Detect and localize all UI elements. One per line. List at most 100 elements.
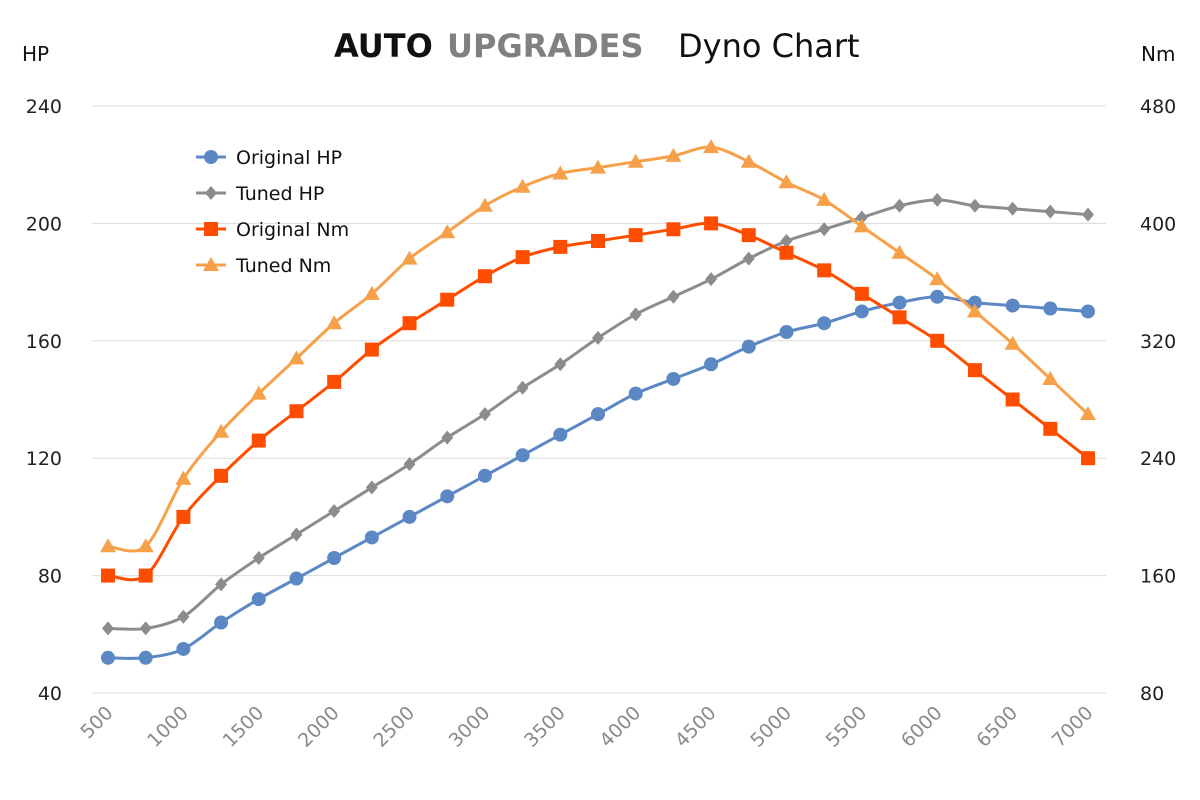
data-point — [741, 339, 756, 354]
data-point — [515, 250, 530, 265]
left-tick-label: 80 — [38, 566, 62, 588]
data-point — [967, 363, 982, 378]
legend-item: Tuned Nm — [196, 255, 331, 277]
data-point — [553, 427, 568, 442]
data-point — [100, 538, 116, 553]
x-tick-label: 6500 — [972, 702, 1022, 752]
title-text: Dyno Chart — [678, 27, 860, 65]
data-point — [251, 592, 266, 607]
data-point — [816, 191, 833, 206]
left-tick-label: 160 — [26, 331, 62, 353]
data-point — [704, 216, 719, 231]
data-point — [289, 404, 304, 419]
data-point — [554, 357, 567, 372]
data-point — [441, 430, 454, 445]
data-point — [515, 448, 530, 463]
data-point — [742, 251, 755, 266]
series-original-nm — [101, 216, 1095, 583]
data-point — [1004, 335, 1021, 350]
x-tick-label: 7000 — [1048, 702, 1098, 752]
data-point — [439, 224, 456, 239]
data-point — [665, 147, 682, 162]
data-point — [892, 310, 907, 325]
data-point — [214, 615, 229, 630]
left-axis-ticks: 240 200 160 120 80 40 — [26, 96, 62, 705]
data-point — [288, 350, 305, 365]
left-axis-unit: HP — [22, 42, 49, 66]
left-tick-label: 40 — [38, 683, 62, 705]
data-point — [930, 333, 945, 348]
series-tuned-nm — [100, 139, 1096, 553]
data-point — [1044, 204, 1057, 219]
data-point — [1043, 301, 1058, 316]
data-point — [667, 289, 680, 304]
data-point — [818, 222, 831, 237]
data-point — [363, 285, 380, 300]
series-original-hp — [101, 289, 1095, 665]
data-point — [138, 650, 153, 665]
data-point — [930, 289, 945, 304]
data-point — [741, 228, 756, 243]
right-axis-unit: Nm — [1141, 42, 1175, 66]
data-point — [328, 504, 341, 519]
legend-label: Tuned Nm — [235, 255, 331, 277]
data-point — [1082, 207, 1094, 222]
legend-label: Original Nm — [236, 219, 349, 241]
data-point — [251, 433, 266, 448]
series-tuned-hp — [102, 192, 1094, 636]
right-tick-label: 320 — [1140, 331, 1176, 353]
data-point — [327, 374, 342, 389]
legend-label: Tuned HP — [235, 183, 324, 205]
data-point — [138, 568, 153, 583]
left-tick-label: 240 — [26, 96, 62, 118]
x-tick-label: 2500 — [369, 702, 419, 752]
data-point — [1006, 201, 1019, 216]
right-axis-ticks: 480 400 320 240 160 80 — [1140, 96, 1176, 705]
data-point — [1081, 451, 1095, 466]
x-axis-ticks: 500 1000 1500 2000 2500 3000 3500 4000 4500 5000 5… — [76, 702, 1097, 752]
data-point — [101, 650, 115, 665]
title-brand-primary: AUTO — [334, 27, 433, 65]
data-point — [476, 197, 493, 212]
data-point — [967, 295, 982, 310]
left-tick-label: 200 — [26, 213, 62, 235]
x-tick-label: 4500 — [671, 702, 721, 752]
data-point — [780, 234, 793, 249]
data-point — [968, 198, 981, 213]
legend-item: Original Nm — [196, 219, 349, 241]
data-point — [213, 423, 230, 438]
data-point — [1080, 406, 1096, 421]
data-point — [705, 272, 718, 287]
x-tick-label: 1000 — [143, 702, 193, 752]
series-line — [107, 145, 1090, 553]
data-point — [478, 407, 491, 422]
left-tick-label: 120 — [26, 448, 62, 470]
data-point — [854, 286, 869, 301]
data-point — [704, 357, 719, 372]
data-point — [102, 621, 114, 636]
data-point — [175, 470, 192, 485]
data-point — [778, 174, 795, 189]
data-point — [627, 153, 644, 168]
data-point — [966, 303, 983, 318]
data-point — [364, 342, 379, 357]
title-brand-secondary: UPGRADES — [447, 27, 644, 65]
series-layer — [100, 139, 1096, 665]
data-point — [177, 609, 190, 624]
x-tick-label: 5000 — [746, 702, 796, 752]
data-point — [628, 386, 643, 401]
data-point — [817, 263, 832, 278]
legend-item: Original HP — [196, 147, 342, 169]
data-point — [666, 371, 681, 386]
data-point — [250, 385, 267, 400]
right-tick-label: 240 — [1140, 448, 1176, 470]
data-point — [402, 316, 417, 331]
data-point — [703, 139, 720, 154]
x-tick-label: 5500 — [822, 702, 872, 752]
data-point — [590, 159, 606, 174]
data-point — [779, 324, 794, 339]
data-point — [1005, 392, 1020, 407]
data-point — [740, 153, 757, 168]
data-point — [853, 218, 870, 233]
